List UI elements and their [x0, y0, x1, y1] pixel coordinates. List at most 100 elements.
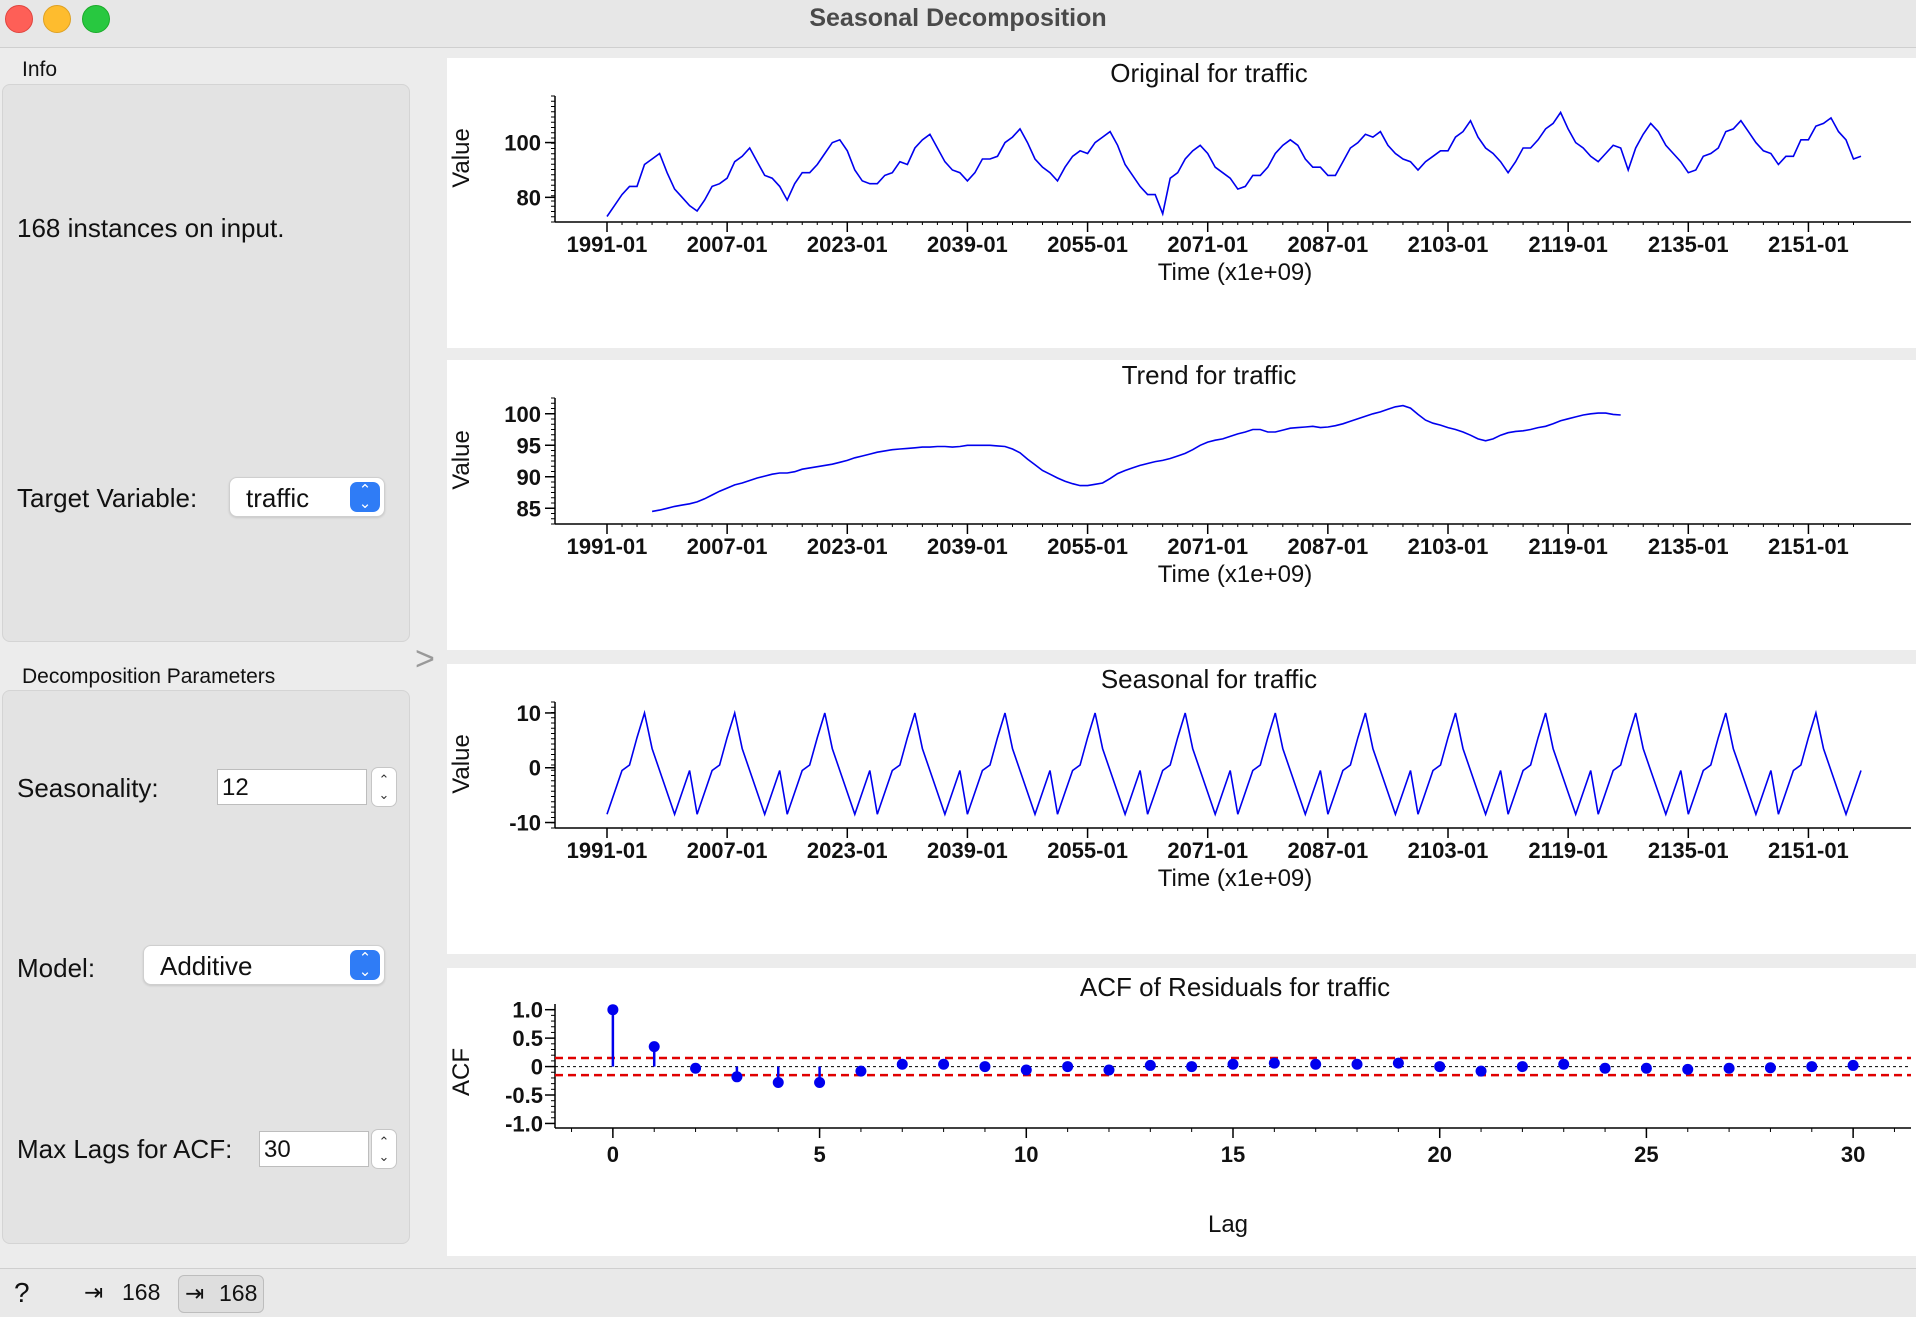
- params-box: Seasonality: 12 ⌃ ⌄ Model: Additive ⌃ ⌄ Ma…: [2, 690, 410, 1244]
- chart-svg: Original for traffic Value Time (x1e+09) 80…: [448, 58, 1911, 286]
- y-tick-label: -10: [509, 811, 541, 836]
- acf-point: [1103, 1064, 1115, 1076]
- acf-point: [814, 1076, 826, 1088]
- acf-point: [1640, 1062, 1652, 1074]
- x-tick-label: 2023-01: [807, 838, 888, 863]
- x-tick-label: 2151-01: [1768, 838, 1849, 863]
- x-tick-label: 10: [1014, 1142, 1038, 1167]
- x-tick-label: 5: [813, 1142, 825, 1167]
- x-tick-label: 2135-01: [1648, 232, 1729, 257]
- zoom-window-button[interactable]: [82, 5, 110, 33]
- model-combo[interactable]: Additive ⌃ ⌄: [143, 945, 385, 985]
- acf-point: [690, 1062, 702, 1074]
- question-icon[interactable]: ?: [14, 1277, 30, 1308]
- acf-plot-panel: ACF of Residuals for traffic ACF Lag 1.0 0.5…: [447, 968, 1916, 1256]
- y-tick-label: -1.0: [505, 1111, 543, 1136]
- acf-point: [1764, 1062, 1776, 1074]
- chart-svg: Trend for traffic Value Time (x1e+09) 85 90 9…: [448, 360, 1911, 588]
- title-bar: Seasonal Decomposition: [0, 0, 1916, 48]
- window-title: Seasonal Decomposition: [809, 4, 1107, 32]
- series-line: [606, 709, 1862, 817]
- max-lags-stepper[interactable]: ⌃ ⌄: [371, 1129, 397, 1169]
- x-tick-label: 2071-01: [1167, 534, 1248, 559]
- series-line: [651, 404, 1621, 513]
- y-tick-label: 100: [504, 131, 541, 156]
- x-tick-label: 2007-01: [687, 534, 768, 559]
- seasonality-stepper[interactable]: ⌃ ⌄: [371, 767, 397, 807]
- acf-point: [1227, 1058, 1239, 1070]
- target-variable-value: traffic: [246, 483, 310, 513]
- acf-point: [1310, 1058, 1322, 1070]
- x-tick-label: 2103-01: [1408, 838, 1489, 863]
- acf-point: [1847, 1059, 1859, 1071]
- model-label: Model:: [17, 953, 96, 983]
- x-tick-label: 2007-01: [687, 838, 768, 863]
- x-tick-label: 2119-01: [1528, 534, 1608, 559]
- trend-plot-panel: Trend for traffic Value Time (x1e+09) 85 90 9…: [447, 360, 1916, 650]
- params-group-title: Decomposition Parameters: [22, 665, 276, 688]
- instances-info-text: 168 instances on input.: [17, 213, 285, 243]
- acf-point: [855, 1065, 867, 1077]
- y-axis-label: Value: [448, 128, 475, 188]
- acf-point: [1806, 1061, 1818, 1073]
- up-down-chevron-icon: ⌃ ⌄: [350, 482, 380, 512]
- acf-point: [1682, 1063, 1694, 1075]
- target-variable-label: Target Variable:: [17, 483, 198, 513]
- output-button[interactable]: ⇥ 168: [178, 1275, 264, 1313]
- acf-point: [1392, 1057, 1404, 1069]
- chart-title: Trend for traffic: [1122, 360, 1297, 390]
- x-tick-label: 2071-01: [1167, 232, 1248, 257]
- output-count: 168: [219, 1280, 258, 1306]
- acf-point: [938, 1058, 950, 1070]
- minimize-window-button[interactable]: [43, 5, 71, 33]
- close-window-button[interactable]: [5, 5, 33, 33]
- x-tick-label: 15: [1221, 1142, 1245, 1167]
- status-bar: ? ⇥ 168 ⇥ 168: [0, 1268, 1916, 1317]
- acf-point: [648, 1041, 660, 1053]
- x-tick-label: 2055-01: [1047, 838, 1128, 863]
- x-tick-label: 0: [607, 1142, 619, 1167]
- max-lags-input[interactable]: 30: [259, 1131, 369, 1167]
- acf-point: [1351, 1058, 1363, 1070]
- seasonal-plot-panel: Seasonal for traffic Value Time (x1e+09) -1…: [447, 664, 1916, 954]
- x-tick-label: 1991-01: [567, 534, 648, 559]
- x-tick-label: 2151-01: [1768, 232, 1849, 257]
- y-tick-label: 95: [517, 433, 541, 458]
- chart-title: Original for traffic: [1110, 58, 1307, 88]
- x-tick-label: 2039-01: [927, 232, 1008, 257]
- acf-point: [1558, 1058, 1570, 1070]
- acf-point: [1434, 1061, 1446, 1073]
- x-tick-label: 2135-01: [1648, 534, 1729, 559]
- y-tick-label: 85: [517, 496, 541, 521]
- y-axis-label: Value: [448, 430, 475, 490]
- chart-svg: Seasonal for traffic Value Time (x1e+09) -1…: [448, 664, 1911, 892]
- acf-point: [1516, 1061, 1528, 1073]
- original-plot-panel: Original for traffic Value Time (x1e+09) 80…: [447, 58, 1916, 348]
- x-tick-label: 2087-01: [1287, 534, 1368, 559]
- x-tick-label: 1991-01: [567, 232, 648, 257]
- x-tick-label: 2135-01: [1648, 838, 1729, 863]
- chevron-right-icon[interactable]: >: [415, 640, 435, 678]
- y-tick-label: 0: [531, 1055, 543, 1080]
- acf-point: [1723, 1062, 1735, 1074]
- input-count: 168: [122, 1279, 161, 1305]
- y-axis-label: ACF: [448, 1048, 475, 1096]
- acf-point: [896, 1058, 908, 1070]
- x-tick-label: 2119-01: [1528, 232, 1608, 257]
- x-tick-label: 2103-01: [1408, 232, 1489, 257]
- target-variable-combo[interactable]: traffic ⌃ ⌄: [229, 477, 385, 517]
- x-tick-label: 2087-01: [1287, 838, 1368, 863]
- seasonality-label: Seasonality:: [17, 773, 159, 803]
- x-tick-label: 2023-01: [807, 232, 888, 257]
- y-tick-label: 90: [517, 465, 541, 490]
- x-tick-label: 2071-01: [1167, 838, 1248, 863]
- acf-point: [731, 1071, 743, 1083]
- output-icon: ⇥: [185, 1280, 205, 1306]
- x-axis-label: Time (x1e+09): [1158, 865, 1313, 892]
- x-axis-label: Time (x1e+09): [1158, 259, 1313, 286]
- seasonality-input[interactable]: 12: [217, 769, 367, 805]
- x-tick-label: 2055-01: [1047, 232, 1128, 257]
- chart-title: Seasonal for traffic: [1101, 664, 1317, 694]
- chart-svg: ACF of Residuals for traffic ACF Lag 1.0 0.5…: [448, 972, 1911, 1238]
- acf-point: [1020, 1064, 1032, 1076]
